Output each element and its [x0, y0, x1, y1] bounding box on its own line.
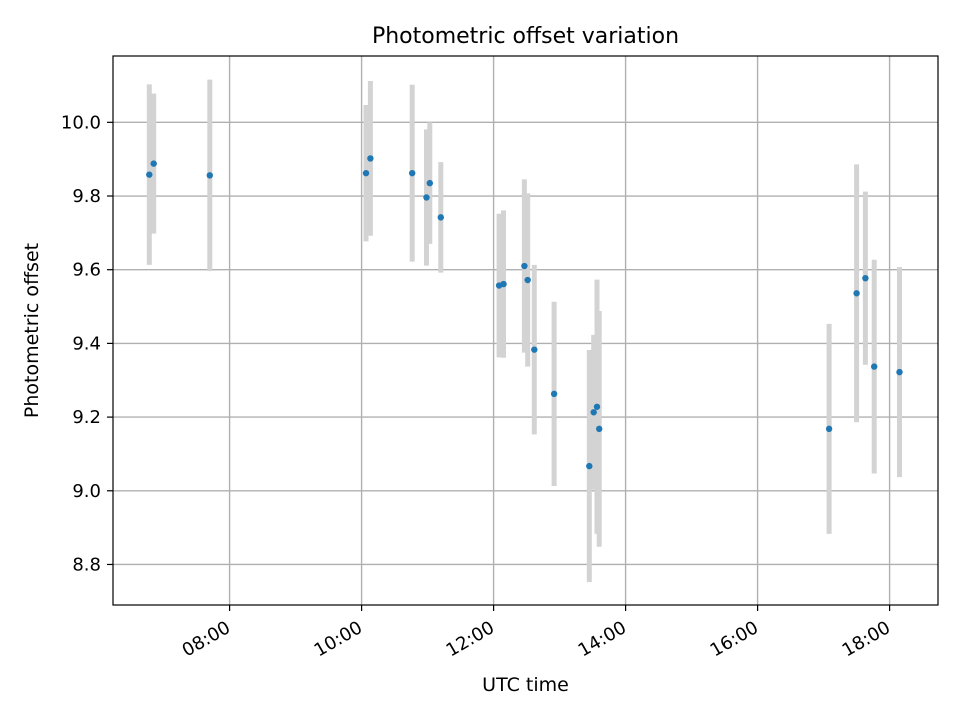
data-point: [593, 403, 601, 410]
data-point: [590, 409, 597, 416]
data-point: [146, 171, 153, 178]
y-tick-label: 9.2: [72, 407, 101, 428]
y-tick-label: 9.0: [72, 481, 101, 502]
y-tick-label: 9.6: [72, 260, 101, 281]
x-axis-label: UTC time: [482, 674, 569, 696]
data-point: [150, 160, 157, 167]
grid-lines: [113, 56, 938, 605]
y-axis-label: Photometric offset: [21, 243, 43, 418]
data-point: [825, 425, 833, 433]
data-points: [146, 155, 903, 470]
data-point: [521, 262, 528, 270]
data-point: [500, 280, 507, 288]
data-point: [524, 276, 531, 284]
data-point: [896, 368, 903, 376]
data-point: [367, 155, 374, 162]
chart-title: Photometric offset variation: [372, 24, 679, 49]
data-point: [423, 194, 430, 201]
data-point: [596, 425, 603, 433]
data-point: [871, 363, 878, 370]
data-point: [437, 214, 444, 221]
data-point: [362, 169, 370, 177]
plot-frame: [112, 55, 939, 606]
data-point: [409, 169, 416, 177]
data-point: [206, 172, 213, 179]
data-point: [531, 346, 538, 353]
data-point: [586, 462, 593, 470]
y-tick-label: 10.0: [61, 112, 101, 133]
data-point: [550, 390, 558, 398]
y-tick-label: 8.8: [72, 554, 101, 575]
data-point: [862, 274, 869, 282]
y-tick-label: 9.4: [72, 333, 101, 354]
data-point: [426, 179, 433, 187]
y-tick-label: 9.8: [72, 186, 101, 207]
data-point: [853, 290, 860, 297]
